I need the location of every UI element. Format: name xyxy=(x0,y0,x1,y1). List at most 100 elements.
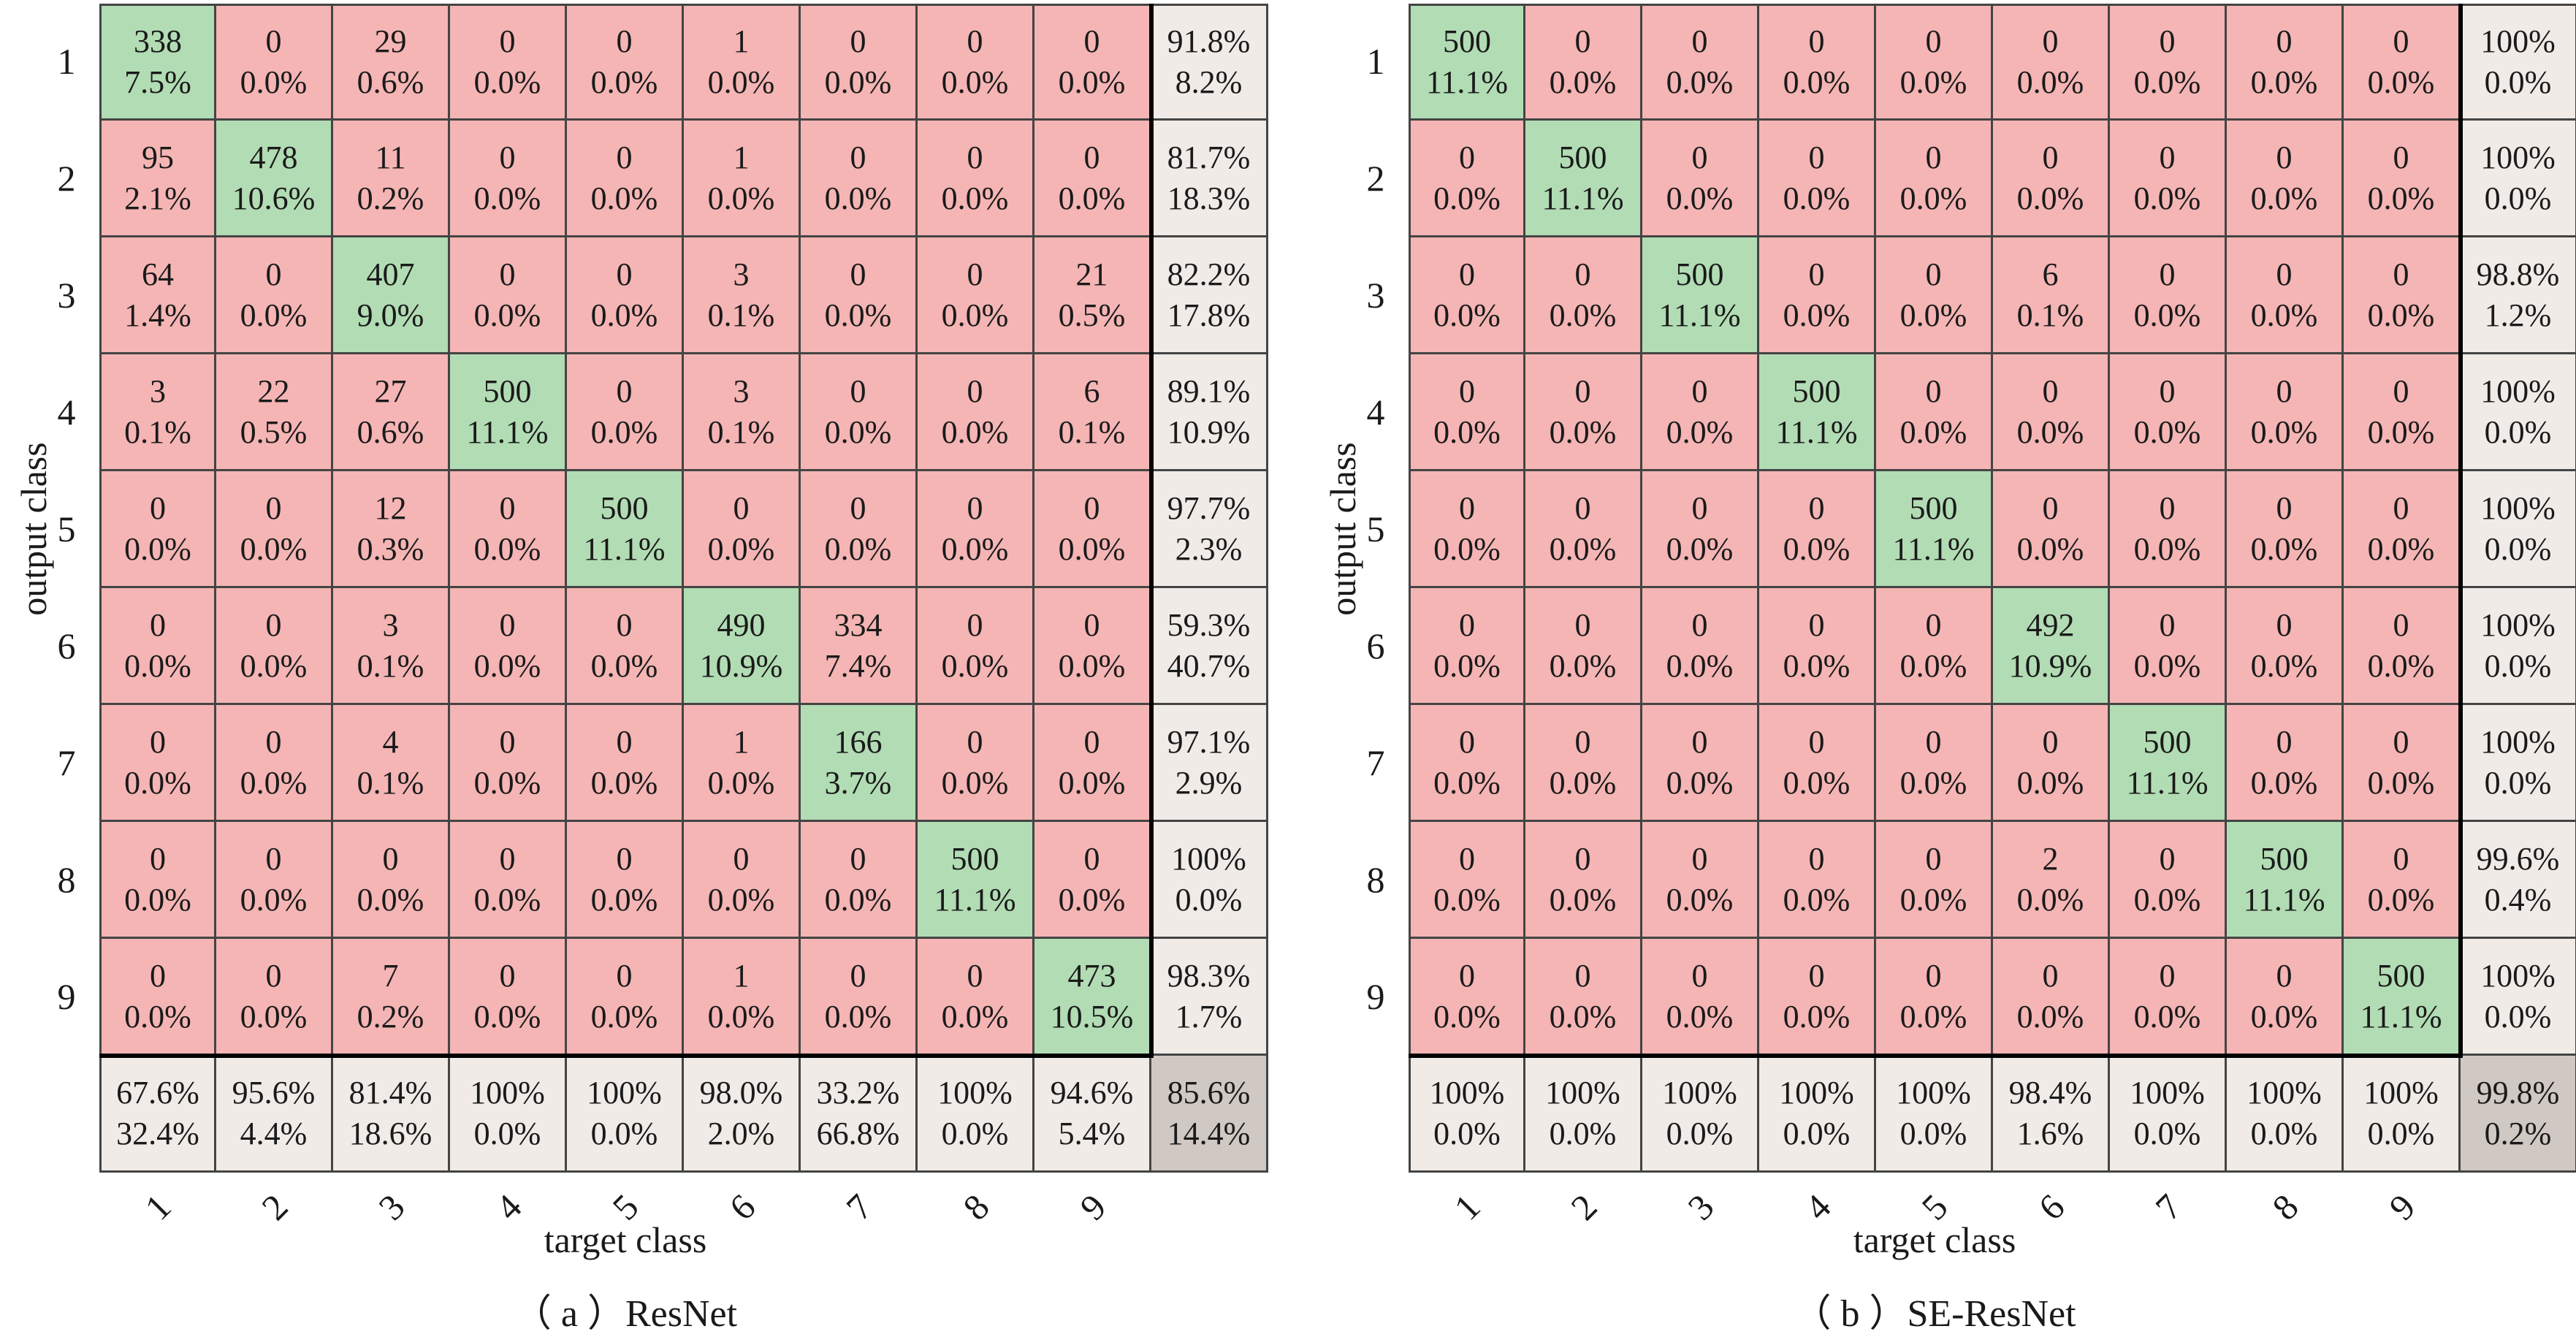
column-summary-cell: 100% 0.0% xyxy=(918,1056,1034,1173)
cell-percent: 0.0% xyxy=(1433,881,1501,918)
matrix-cell-error: 0 0.0% xyxy=(1525,822,1642,939)
cell-percent: 1.6% xyxy=(2016,1115,2084,1151)
figure-caption: （ a ）ResNet xyxy=(513,1293,738,1335)
matrix-cell-error: 0 0.0% xyxy=(1409,471,1525,588)
matrix-cell-error: 0 0.0% xyxy=(1409,237,1525,354)
cell-percent: 0.0% xyxy=(1899,764,1967,801)
matrix-cell-error: 0 0.0% xyxy=(801,471,918,588)
matrix-cell-error: 0 0.0% xyxy=(99,471,216,588)
cell-value: 100% xyxy=(1545,1074,1620,1111)
cell-percent: 0.0% xyxy=(941,530,1009,567)
cell-percent: 0.0% xyxy=(1433,297,1501,333)
cell-value: 0 xyxy=(2393,723,2409,760)
cell-value: 0 xyxy=(499,490,516,526)
cell-percent: 0.0% xyxy=(2484,998,2552,1035)
matrix-cell-error: 0 0.0% xyxy=(1034,121,1151,237)
cell-value: 0 xyxy=(2159,957,2176,994)
cell-value: 0 xyxy=(850,490,866,526)
cell-percent: 0.0% xyxy=(1666,881,1734,918)
cell-percent: 0.0% xyxy=(124,530,191,567)
cell-percent: 11.1% xyxy=(2126,764,2209,801)
matrix-cell-error: 0 0.0% xyxy=(1034,705,1151,822)
cell-value: 0 xyxy=(2276,256,2293,292)
cell-percent: 0.0% xyxy=(1783,764,1851,801)
matrix-cell-error: 0 0.0% xyxy=(2110,354,2227,471)
cell-value: 1 xyxy=(733,23,750,59)
cell-value: 3 xyxy=(733,373,750,409)
matrix-cell-error: 0 0.0% xyxy=(567,237,684,354)
cell-value: 0 xyxy=(499,23,516,59)
matrix-cell-error: 0 0.0% xyxy=(2227,237,2344,354)
summary-separator-vertical xyxy=(2458,4,2463,1058)
cell-percent: 0.0% xyxy=(824,414,892,450)
cell-value: 0 xyxy=(850,957,866,994)
cell-value: 0 xyxy=(2159,139,2176,175)
cell-value: 100% xyxy=(2480,723,2556,760)
cell-value: 100% xyxy=(2247,1074,2322,1111)
matrix-cell-error: 0 0.0% xyxy=(1876,237,1993,354)
cell-value: 0 xyxy=(1574,840,1591,877)
cell-value: 97.7% xyxy=(1167,490,1251,526)
cell-percent: 0.0% xyxy=(1058,64,1126,100)
cell-value: 0 xyxy=(1691,957,1708,994)
cell-percent: 0.0% xyxy=(1666,530,1734,567)
cell-percent: 0.1% xyxy=(707,297,775,333)
cell-value: 0 xyxy=(616,23,633,59)
cell-value: 0 xyxy=(2042,373,2059,409)
cell-value: 98.8% xyxy=(2476,256,2560,292)
matrix-cell-error: 0 0.0% xyxy=(2344,471,2461,588)
row-tick-label: 7 xyxy=(57,742,76,783)
matrix-cell-error: 0 0.0% xyxy=(1642,354,1759,471)
cell-value: 0 xyxy=(2276,490,2293,526)
row-summary-cell: 97.1% 2.9% xyxy=(1151,705,1268,822)
matrix-cell-error: 0 0.0% xyxy=(801,939,918,1056)
cell-percent: 0.0% xyxy=(2484,64,2552,100)
row-tick-label: 2 xyxy=(57,158,76,199)
cell-percent: 0.0% xyxy=(590,764,658,801)
cell-value: 0 xyxy=(967,256,983,292)
cell-value: 81.7% xyxy=(1167,139,1251,175)
matrix-cell-error: 0 0.0% xyxy=(801,237,918,354)
row-summary-cell: 98.8% 1.2% xyxy=(2461,237,2576,354)
column-summary-cell: 98.0% 2.0% xyxy=(684,1056,801,1173)
matrix-cell-error: 0 0.0% xyxy=(918,588,1034,705)
matrix-cell-error: 0 0.0% xyxy=(1525,354,1642,471)
matrix-cell-error: 1 0.0% xyxy=(684,121,801,237)
column-summary-cell: 94.6% 5.4% xyxy=(1034,1056,1151,1173)
matrix-cell-error: 0 0.0% xyxy=(2344,4,2461,121)
row-summary-cell: 99.6% 0.4% xyxy=(2461,822,2576,939)
cell-value: 0 xyxy=(265,256,282,292)
matrix-cell-error: 0 0.0% xyxy=(918,939,1034,1056)
cell-value: 98.0% xyxy=(699,1074,783,1111)
cell-percent: 0.5% xyxy=(240,414,308,450)
column-summary-cell: 100% 0.0% xyxy=(2110,1056,2227,1173)
cell-value: 0 xyxy=(1459,139,1475,175)
matrix-cell-error: 0 0.0% xyxy=(450,4,567,121)
cell-value: 0 xyxy=(1459,840,1475,877)
cell-percent: 0.0% xyxy=(1899,881,1967,918)
cell-percent: 0.6% xyxy=(357,64,424,100)
cell-percent: 0.0% xyxy=(2367,297,2435,333)
cell-value: 0 xyxy=(265,23,282,59)
cell-percent: 0.0% xyxy=(2016,180,2084,216)
cell-value: 407 xyxy=(366,256,415,292)
cell-percent: 10.9% xyxy=(2008,647,2092,684)
row-summary-cell: 100% 0.0% xyxy=(2461,354,2576,471)
cell-value: 0 xyxy=(1083,606,1100,643)
matrix-cell-error: 0 0.0% xyxy=(801,822,918,939)
cell-percent: 4.4% xyxy=(240,1115,308,1151)
cell-value: 95.6% xyxy=(232,1074,316,1111)
cell-value: 0 xyxy=(1459,490,1475,526)
row-summary-cell: 100% 0.0% xyxy=(2461,121,2576,237)
cell-value: 3 xyxy=(382,606,399,643)
cell-percent: 0.0% xyxy=(1549,998,1617,1035)
matrix-cell-error: 0 0.0% xyxy=(1876,121,1993,237)
cell-value: 0 xyxy=(967,723,983,760)
cell-percent: 0.0% xyxy=(240,881,308,918)
cell-value: 6 xyxy=(1083,373,1100,409)
cell-percent: 0.0% xyxy=(590,1115,658,1151)
row-summary-cell: 97.7% 2.3% xyxy=(1151,471,1268,588)
cell-percent: 0.0% xyxy=(1549,1115,1617,1151)
matrix-cell-correct: 490 10.9% xyxy=(684,588,801,705)
cell-percent: 0.0% xyxy=(2367,530,2435,567)
